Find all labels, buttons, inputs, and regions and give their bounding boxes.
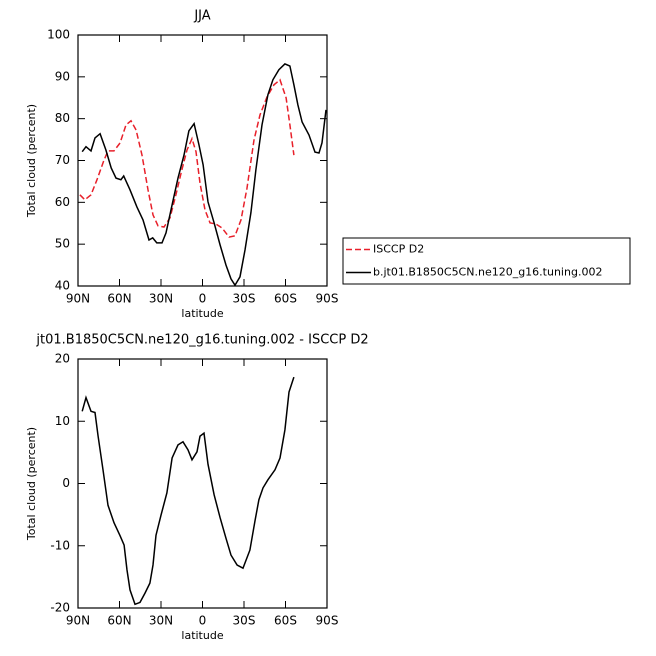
x-tick-label: 90S <box>316 614 339 628</box>
x-tick-label: 90S <box>316 292 339 306</box>
y-tick-label: 40 <box>55 279 70 293</box>
series-line <box>79 78 295 238</box>
chart-title: jt01.B1850C5CN.ne120_g16.tuning.002 - IS… <box>35 333 368 348</box>
x-tick-label: 90N <box>66 614 90 628</box>
y-tick-label: 80 <box>55 111 70 125</box>
legend-label: b.jt01.B1850C5CN.ne120_g16.tuning.002 <box>373 266 602 279</box>
y-axis-label: Total cloud (percent) <box>25 427 38 541</box>
series-line <box>81 63 327 287</box>
y-tick-label: 70 <box>55 153 70 167</box>
y-tick-label: 50 <box>55 237 70 251</box>
y-tick-label: -20 <box>50 601 70 615</box>
x-tick-label: 0 <box>199 292 207 306</box>
y-tick-label: 100 <box>47 28 70 42</box>
x-tick-label: 60S <box>274 292 297 306</box>
y-tick-label: -10 <box>50 538 70 552</box>
x-tick-label: 30N <box>149 292 173 306</box>
y-tick-label: 10 <box>55 414 70 428</box>
x-tick-label: 30S <box>233 292 256 306</box>
y-axis-label: Total cloud (percent) <box>25 104 38 218</box>
legend-box <box>342 237 631 285</box>
y-tick-label: 20 <box>55 352 70 366</box>
x-tick-label: 60N <box>107 292 131 306</box>
y-tick-label: 0 <box>62 476 70 490</box>
y-tick-label: 90 <box>55 69 70 83</box>
chart-title: JJA <box>193 9 210 24</box>
x-tick-label: 90N <box>66 292 90 306</box>
x-tick-label: 0 <box>199 614 207 628</box>
legend-label: ISCCP D2 <box>373 243 424 256</box>
x-tick-label: 30S <box>233 614 256 628</box>
x-tick-label: 60S <box>274 614 297 628</box>
x-axis-label: latitude <box>181 629 223 642</box>
series-line <box>81 376 295 606</box>
x-tick-label: 60N <box>107 614 131 628</box>
x-axis-label: latitude <box>181 307 223 320</box>
x-tick-label: 30N <box>149 614 173 628</box>
plot-frame <box>77 34 328 287</box>
plot-frame <box>77 358 328 609</box>
y-tick-label: 60 <box>55 195 70 209</box>
